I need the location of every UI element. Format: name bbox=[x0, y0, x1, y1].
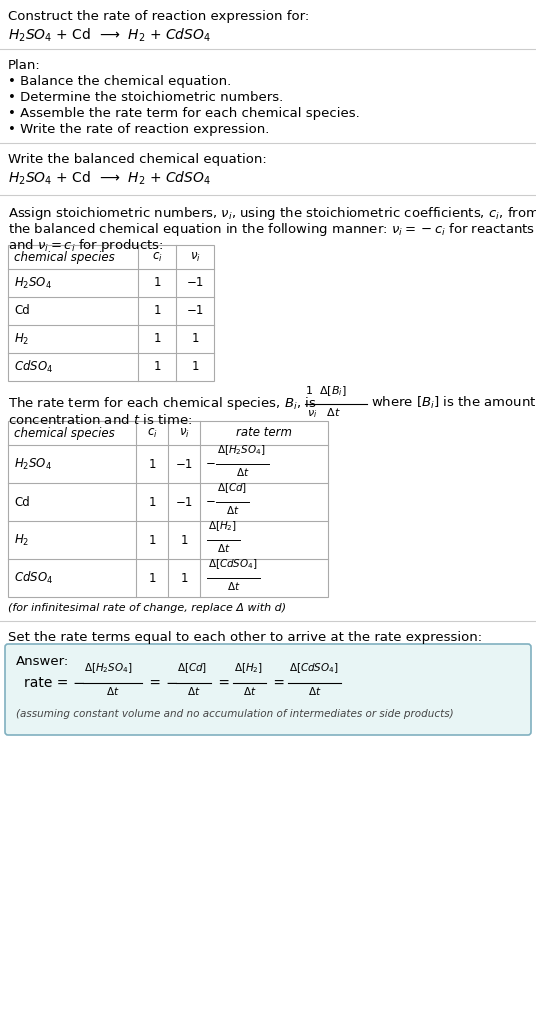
Text: Set the rate terms equal to each other to arrive at the rate expression:: Set the rate terms equal to each other t… bbox=[8, 631, 482, 644]
Text: 1: 1 bbox=[153, 333, 161, 345]
Text: $CdSO_4$: $CdSO_4$ bbox=[14, 570, 53, 586]
Text: 1: 1 bbox=[148, 457, 156, 471]
Text: −: − bbox=[165, 676, 177, 690]
Text: $\Delta t$: $\Delta t$ bbox=[217, 542, 230, 554]
Text: $\Delta[CdSO_4]$: $\Delta[CdSO_4]$ bbox=[289, 661, 339, 675]
Text: 1: 1 bbox=[148, 572, 156, 584]
Text: Write the balanced chemical equation:: Write the balanced chemical equation: bbox=[8, 153, 267, 166]
Text: concentration and $t$ is time:: concentration and $t$ is time: bbox=[8, 413, 192, 427]
Text: =: = bbox=[214, 676, 234, 690]
Text: −: − bbox=[206, 495, 216, 509]
Text: $\Delta[H_2]$: $\Delta[H_2]$ bbox=[208, 519, 237, 533]
Text: $H_2SO_4$ + Cd  ⟶  $H_2$ + $CdSO_4$: $H_2SO_4$ + Cd ⟶ $H_2$ + $CdSO_4$ bbox=[8, 27, 211, 44]
Text: (assuming constant volume and no accumulation of intermediates or side products): (assuming constant volume and no accumul… bbox=[16, 709, 453, 719]
Text: $\Delta[Cd]$: $\Delta[Cd]$ bbox=[177, 661, 207, 675]
Text: $\Delta t$: $\Delta t$ bbox=[236, 466, 250, 478]
Text: Plan:: Plan: bbox=[8, 59, 41, 72]
Text: $H_2SO_4$: $H_2SO_4$ bbox=[14, 275, 52, 290]
Text: $\Delta t$: $\Delta t$ bbox=[187, 685, 201, 697]
Text: −1: −1 bbox=[187, 276, 204, 289]
Text: 1: 1 bbox=[153, 305, 161, 317]
Text: where $[B_i]$ is the amount: where $[B_i]$ is the amount bbox=[371, 394, 536, 411]
Text: $\Delta t$: $\Delta t$ bbox=[226, 504, 240, 516]
Text: $CdSO_4$: $CdSO_4$ bbox=[14, 358, 53, 375]
FancyBboxPatch shape bbox=[5, 644, 531, 735]
Text: $\Delta[CdSO_4]$: $\Delta[CdSO_4]$ bbox=[208, 557, 258, 571]
Text: $\nu_i\ \ \ \Delta t$: $\nu_i\ \ \ \Delta t$ bbox=[307, 406, 341, 420]
Text: $c_i$: $c_i$ bbox=[147, 426, 158, 440]
Text: $\nu_i$: $\nu_i$ bbox=[178, 426, 189, 440]
Text: • Determine the stoichiometric numbers.: • Determine the stoichiometric numbers. bbox=[8, 91, 283, 104]
Text: Cd: Cd bbox=[14, 305, 30, 317]
Text: 1: 1 bbox=[148, 495, 156, 509]
Text: $1\ \ \Delta[B_i]$: $1\ \ \Delta[B_i]$ bbox=[305, 384, 347, 398]
Text: $\Delta[H_2SO_4]$: $\Delta[H_2SO_4]$ bbox=[84, 661, 133, 675]
Text: −1: −1 bbox=[187, 305, 204, 317]
Bar bbox=[8, 245, 214, 381]
Text: Assign stoichiometric numbers, $\nu_i$, using the stoichiometric coefficients, $: Assign stoichiometric numbers, $\nu_i$, … bbox=[8, 205, 536, 222]
Text: Cd: Cd bbox=[14, 495, 30, 509]
Text: chemical species: chemical species bbox=[14, 250, 115, 264]
Text: $\Delta t$: $\Delta t$ bbox=[243, 685, 257, 697]
Text: rate =: rate = bbox=[24, 676, 73, 690]
Text: −: − bbox=[206, 457, 216, 471]
Text: 1: 1 bbox=[191, 360, 199, 374]
Text: 1: 1 bbox=[148, 534, 156, 547]
Text: 1: 1 bbox=[153, 360, 161, 374]
Text: $\Delta[H_2]$: $\Delta[H_2]$ bbox=[234, 661, 263, 675]
Text: • Assemble the rate term for each chemical species.: • Assemble the rate term for each chemic… bbox=[8, 107, 360, 121]
Text: −1: −1 bbox=[175, 457, 192, 471]
Text: The rate term for each chemical species, $B_i$, is: The rate term for each chemical species,… bbox=[8, 394, 316, 412]
Text: $\Delta[Cd]$: $\Delta[Cd]$ bbox=[217, 481, 247, 495]
Text: and $\nu_i = c_i$ for products:: and $\nu_i = c_i$ for products: bbox=[8, 237, 163, 254]
Text: (for infinitesimal rate of change, replace Δ with d): (for infinitesimal rate of change, repla… bbox=[8, 603, 286, 613]
Text: $\Delta t$: $\Delta t$ bbox=[308, 685, 322, 697]
Text: rate term: rate term bbox=[236, 426, 292, 440]
Text: $H_2$: $H_2$ bbox=[14, 332, 29, 346]
Text: $H_2$: $H_2$ bbox=[14, 533, 29, 548]
Text: Construct the rate of reaction expression for:: Construct the rate of reaction expressio… bbox=[8, 10, 309, 23]
Text: $\Delta[H_2SO_4]$: $\Delta[H_2SO_4]$ bbox=[217, 443, 266, 457]
Text: 1: 1 bbox=[153, 276, 161, 289]
Text: =: = bbox=[269, 676, 289, 690]
Text: −1: −1 bbox=[175, 495, 192, 509]
Text: $H_2SO_4$ + Cd  ⟶  $H_2$ + $CdSO_4$: $H_2SO_4$ + Cd ⟶ $H_2$ + $CdSO_4$ bbox=[8, 170, 211, 187]
Text: −: − bbox=[72, 676, 84, 690]
Bar bbox=[8, 421, 328, 597]
Text: chemical species: chemical species bbox=[14, 426, 115, 440]
Text: $c_i$: $c_i$ bbox=[152, 250, 162, 264]
Text: Answer:: Answer: bbox=[16, 655, 69, 668]
Text: 1: 1 bbox=[180, 534, 188, 547]
Text: =: = bbox=[145, 676, 166, 690]
Text: the balanced chemical equation in the following manner: $\nu_i = -c_i$ for react: the balanced chemical equation in the fo… bbox=[8, 221, 535, 238]
Text: $H_2SO_4$: $H_2SO_4$ bbox=[14, 456, 52, 472]
Text: 1: 1 bbox=[191, 333, 199, 345]
Text: 1: 1 bbox=[180, 572, 188, 584]
Text: • Write the rate of reaction expression.: • Write the rate of reaction expression. bbox=[8, 123, 270, 136]
Text: $\Delta t$: $\Delta t$ bbox=[106, 685, 120, 697]
Text: • Balance the chemical equation.: • Balance the chemical equation. bbox=[8, 75, 231, 88]
Text: $\nu_i$: $\nu_i$ bbox=[190, 250, 200, 264]
Text: $\Delta t$: $\Delta t$ bbox=[227, 580, 241, 592]
